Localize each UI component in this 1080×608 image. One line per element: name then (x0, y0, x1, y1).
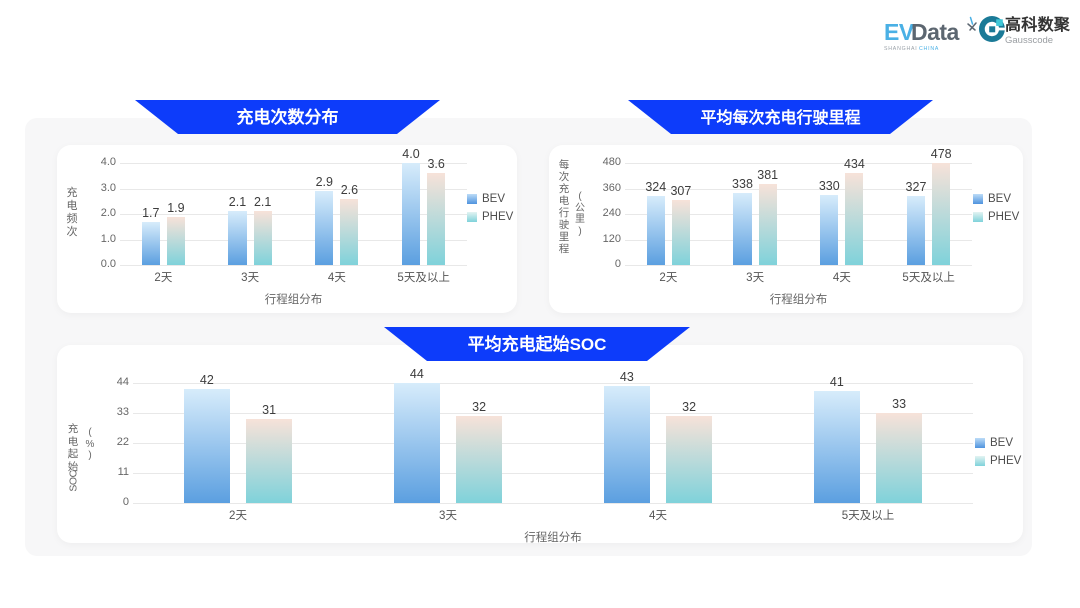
svg-text:充电次数分布: 充电次数分布 (237, 107, 339, 127)
svg-text:SHANGHAI: SHANGHAI (884, 46, 918, 52)
svg-text:平均每次充电行驶里程: 平均每次充电行驶里程 (700, 108, 860, 127)
svg-text:Data: Data (911, 19, 960, 45)
svg-text:CHINA: CHINA (919, 46, 939, 52)
